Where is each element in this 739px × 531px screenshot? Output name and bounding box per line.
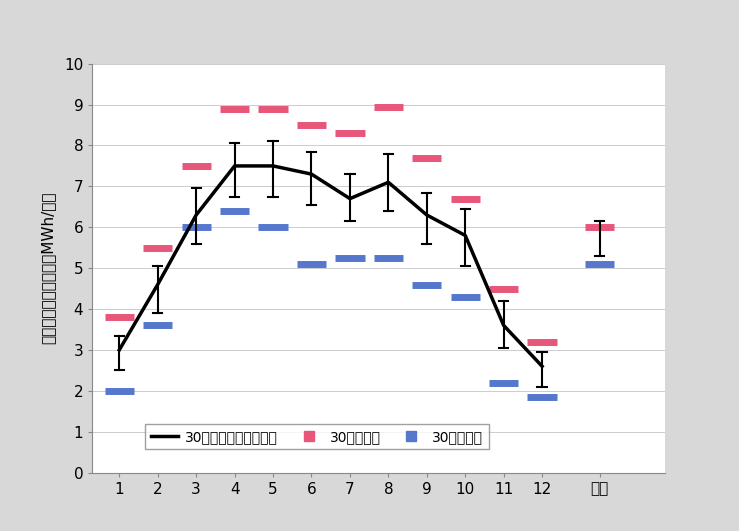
Legend: 30年平均値・標準偏差, 30年最大値, 30年最小値: 30年平均値・標準偏差, 30年最大値, 30年最小値 [145, 424, 488, 449]
Y-axis label: 日積算傾斜面発電量（MWh/日）: 日積算傾斜面発電量（MWh/日） [41, 192, 55, 345]
